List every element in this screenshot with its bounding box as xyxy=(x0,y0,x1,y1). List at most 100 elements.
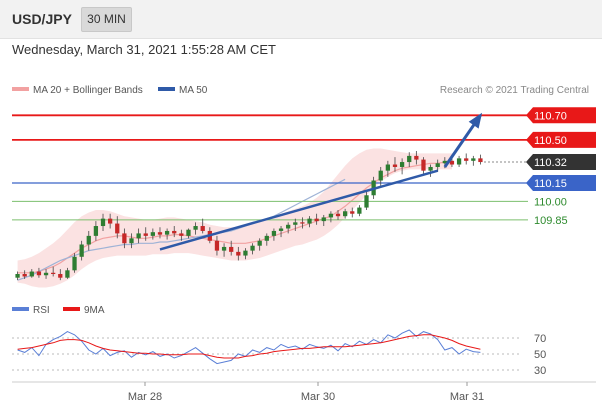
candle-body xyxy=(407,155,412,163)
candle-body xyxy=(456,158,462,165)
candle-body xyxy=(449,160,455,165)
candle-body xyxy=(271,230,277,236)
candle-body xyxy=(36,271,42,276)
candle-body xyxy=(471,158,476,161)
candle-body xyxy=(115,223,120,234)
candle-body xyxy=(43,272,49,276)
candle-body xyxy=(122,233,127,244)
candle-body xyxy=(136,233,141,239)
price-label: 110.50 xyxy=(534,135,567,147)
rsi-ma-legend-label: 9MA xyxy=(84,305,105,316)
rsi-legend-swatch xyxy=(12,307,29,311)
projection-arrowhead xyxy=(468,112,483,129)
x-tick-label: Mar 30 xyxy=(301,391,335,403)
candle-body xyxy=(414,155,419,160)
candle-body xyxy=(399,162,405,167)
rsi-line xyxy=(17,329,481,365)
candle-body xyxy=(278,228,284,231)
candle-body xyxy=(257,240,262,246)
candle-body xyxy=(464,158,469,161)
candle-body xyxy=(200,226,205,231)
rsi-legend-label: RSI xyxy=(33,305,50,316)
candle-body xyxy=(314,218,319,222)
candle-body xyxy=(335,213,341,217)
timeframe-button[interactable]: 30 MIN xyxy=(81,7,132,32)
candle-body xyxy=(157,232,163,235)
ma50-legend-label: MA 50 xyxy=(179,85,208,96)
candle-body xyxy=(214,240,220,251)
candle-body xyxy=(172,230,177,234)
candle-body xyxy=(129,238,134,244)
candle-body xyxy=(143,233,148,236)
chart-header: USD/JPY 30 MIN xyxy=(0,0,602,39)
x-tick-label: Mar 31 xyxy=(450,391,484,403)
candle-body xyxy=(300,222,305,224)
candle-body xyxy=(72,256,77,271)
candle-body xyxy=(421,159,426,171)
credit-text: Research © 2021 Trading Central xyxy=(440,85,589,96)
candle-body xyxy=(100,218,106,227)
candle-body xyxy=(51,272,56,275)
price-label: 110.15 xyxy=(534,178,567,190)
candle-body xyxy=(150,232,155,236)
price-label-tag xyxy=(526,131,596,148)
candle-body xyxy=(86,235,91,245)
rsi-tick-label: 70 xyxy=(534,333,546,345)
candle-body xyxy=(15,274,20,278)
candle-body xyxy=(350,211,355,214)
candle-body xyxy=(193,226,198,230)
candle-body xyxy=(79,244,84,257)
candle-body xyxy=(392,164,398,167)
candle-body xyxy=(164,230,170,235)
candle-body xyxy=(229,246,234,252)
trend-line xyxy=(159,169,439,251)
candle-body xyxy=(250,245,255,251)
ma20-legend-swatch xyxy=(12,87,29,91)
candle-body xyxy=(307,218,312,224)
rsi-tick-label: 30 xyxy=(534,365,546,377)
x-tick-label: Mar 28 xyxy=(128,391,162,403)
price-label-tag xyxy=(526,174,596,191)
candle-body xyxy=(428,166,433,171)
candle-body xyxy=(321,217,326,222)
candle-body xyxy=(108,218,113,224)
candle-body xyxy=(343,211,348,217)
candle-body xyxy=(293,222,298,225)
candle-body xyxy=(236,251,241,256)
rsi-tick-label: 50 xyxy=(534,349,546,361)
candle-body xyxy=(93,226,99,236)
ma50-legend-swatch xyxy=(158,87,175,91)
price-label-support: 110.00 xyxy=(534,196,567,208)
candle-body xyxy=(357,207,362,214)
candle-body xyxy=(435,163,440,167)
price-label: 110.70 xyxy=(534,110,567,122)
price-label-tag xyxy=(526,107,596,124)
candle-body xyxy=(364,195,369,208)
candle-body xyxy=(442,160,447,164)
rsi-ma-legend-swatch xyxy=(63,307,80,311)
candle-body xyxy=(243,250,248,256)
ma20-legend-label: MA 20 + Bollinger Bands xyxy=(33,85,143,96)
chart-legend: MA 20 + Bollinger Bands MA 50 Research ©… xyxy=(12,85,589,96)
rsi-ma-line xyxy=(17,334,481,359)
candle-body xyxy=(385,164,390,171)
candle-body xyxy=(264,235,269,241)
price-label-support: 109.85 xyxy=(534,215,568,227)
candle-body xyxy=(65,270,70,278)
candle-body xyxy=(22,274,27,277)
timestamp: Wednesday, March 31, 2021 1:55:28 AM CET xyxy=(12,42,276,57)
candle-body xyxy=(179,233,184,236)
candle-body xyxy=(328,213,334,218)
candle-body xyxy=(378,170,383,181)
candle-body xyxy=(286,224,291,229)
candle-body xyxy=(221,246,227,251)
candle-body xyxy=(186,229,191,236)
price-label-tag xyxy=(526,154,596,171)
price-label: 110.32 xyxy=(534,157,567,169)
candle-body xyxy=(478,158,483,163)
candle-body xyxy=(58,274,63,278)
candle-body xyxy=(29,271,34,277)
symbol-label: USD/JPY xyxy=(12,11,72,27)
